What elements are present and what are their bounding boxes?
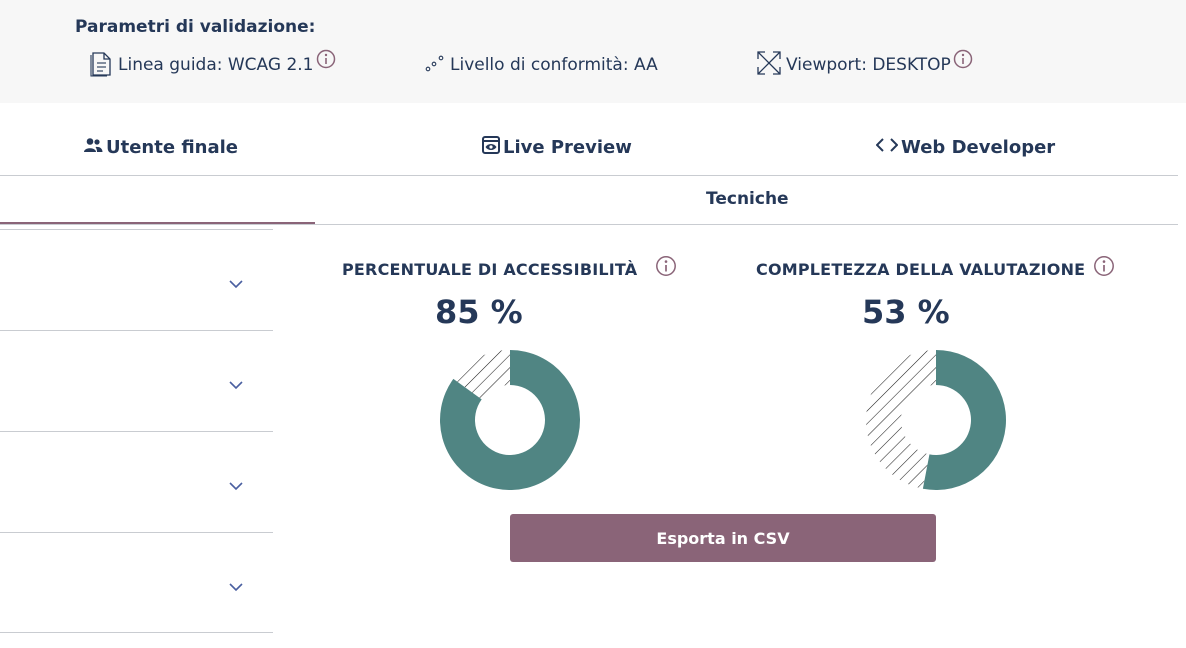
evaluation-completeness-title: COMPLETEZZA DELLA VALUTAZIONE bbox=[756, 260, 1086, 279]
level-dots-icon bbox=[424, 52, 446, 79]
accordion-item[interactable] bbox=[0, 229, 273, 330]
accessibility-percentage-title: PERCENTUALE DI ACCESSIBILITÀ bbox=[342, 260, 638, 279]
chevron-down-icon bbox=[228, 577, 244, 596]
tab-label: Web Developer bbox=[901, 136, 1056, 158]
accessibility-percentage-value: 85 % bbox=[435, 293, 523, 331]
params-title: Parametri di validazione: bbox=[75, 17, 316, 37]
param-viewport: Viewport: DESKTOP bbox=[756, 49, 973, 81]
accordion-item[interactable] bbox=[0, 330, 273, 431]
tab-utente-finale[interactable]: Utente finale bbox=[83, 134, 238, 160]
accordion-item[interactable] bbox=[0, 532, 273, 633]
param-conformance-level: Livello di conformità: AA bbox=[424, 50, 658, 80]
expand-arrows-icon bbox=[756, 50, 782, 81]
chevron-down-icon bbox=[228, 375, 244, 394]
tab-web-developer[interactable]: Web Developer bbox=[875, 134, 1056, 160]
view-tabs: Utente finale Live Preview Web Developer bbox=[0, 120, 1178, 176]
document-icon bbox=[90, 49, 114, 82]
criteria-accordion bbox=[0, 229, 273, 633]
subtab-tecniche[interactable]: Tecniche bbox=[706, 189, 789, 209]
donut-remaining-segment bbox=[866, 350, 936, 489]
param-guideline: Linea guida: WCAG 2.1 bbox=[90, 49, 336, 82]
param-guideline-label: Linea guida: WCAG 2.1 bbox=[118, 55, 314, 75]
subtab-active[interactable] bbox=[0, 176, 315, 224]
code-icon bbox=[875, 137, 901, 158]
evaluation-completeness-value: 53 % bbox=[862, 293, 950, 331]
donut-filled-segment bbox=[922, 350, 1006, 490]
sub-tabs: Tecniche bbox=[0, 176, 1178, 225]
eye-icon bbox=[482, 135, 503, 159]
chevron-down-icon bbox=[228, 274, 244, 293]
users-icon bbox=[83, 137, 106, 158]
param-viewport-label: Viewport: DESKTOP bbox=[786, 55, 951, 75]
info-icon[interactable] bbox=[316, 49, 336, 74]
donut-remaining-segment bbox=[453, 350, 510, 400]
donut-filled-segment bbox=[440, 350, 580, 490]
tab-live-preview[interactable]: Live Preview bbox=[482, 134, 632, 160]
info-icon[interactable] bbox=[655, 255, 677, 281]
param-conformance-label: Livello di conformità: AA bbox=[450, 55, 658, 75]
chevron-down-icon bbox=[228, 476, 244, 495]
export-csv-button[interactable]: Esporta in CSV bbox=[510, 514, 936, 562]
tab-label: Utente finale bbox=[106, 136, 239, 158]
info-icon[interactable] bbox=[1093, 255, 1115, 281]
accordion-item[interactable] bbox=[0, 431, 273, 532]
info-icon[interactable] bbox=[953, 49, 973, 74]
accessibility-donut bbox=[440, 350, 580, 490]
tab-label: Live Preview bbox=[503, 136, 632, 158]
completeness-donut bbox=[866, 350, 1006, 490]
validation-parameters: Parametri di validazione: Linea guida: W… bbox=[0, 0, 1186, 103]
